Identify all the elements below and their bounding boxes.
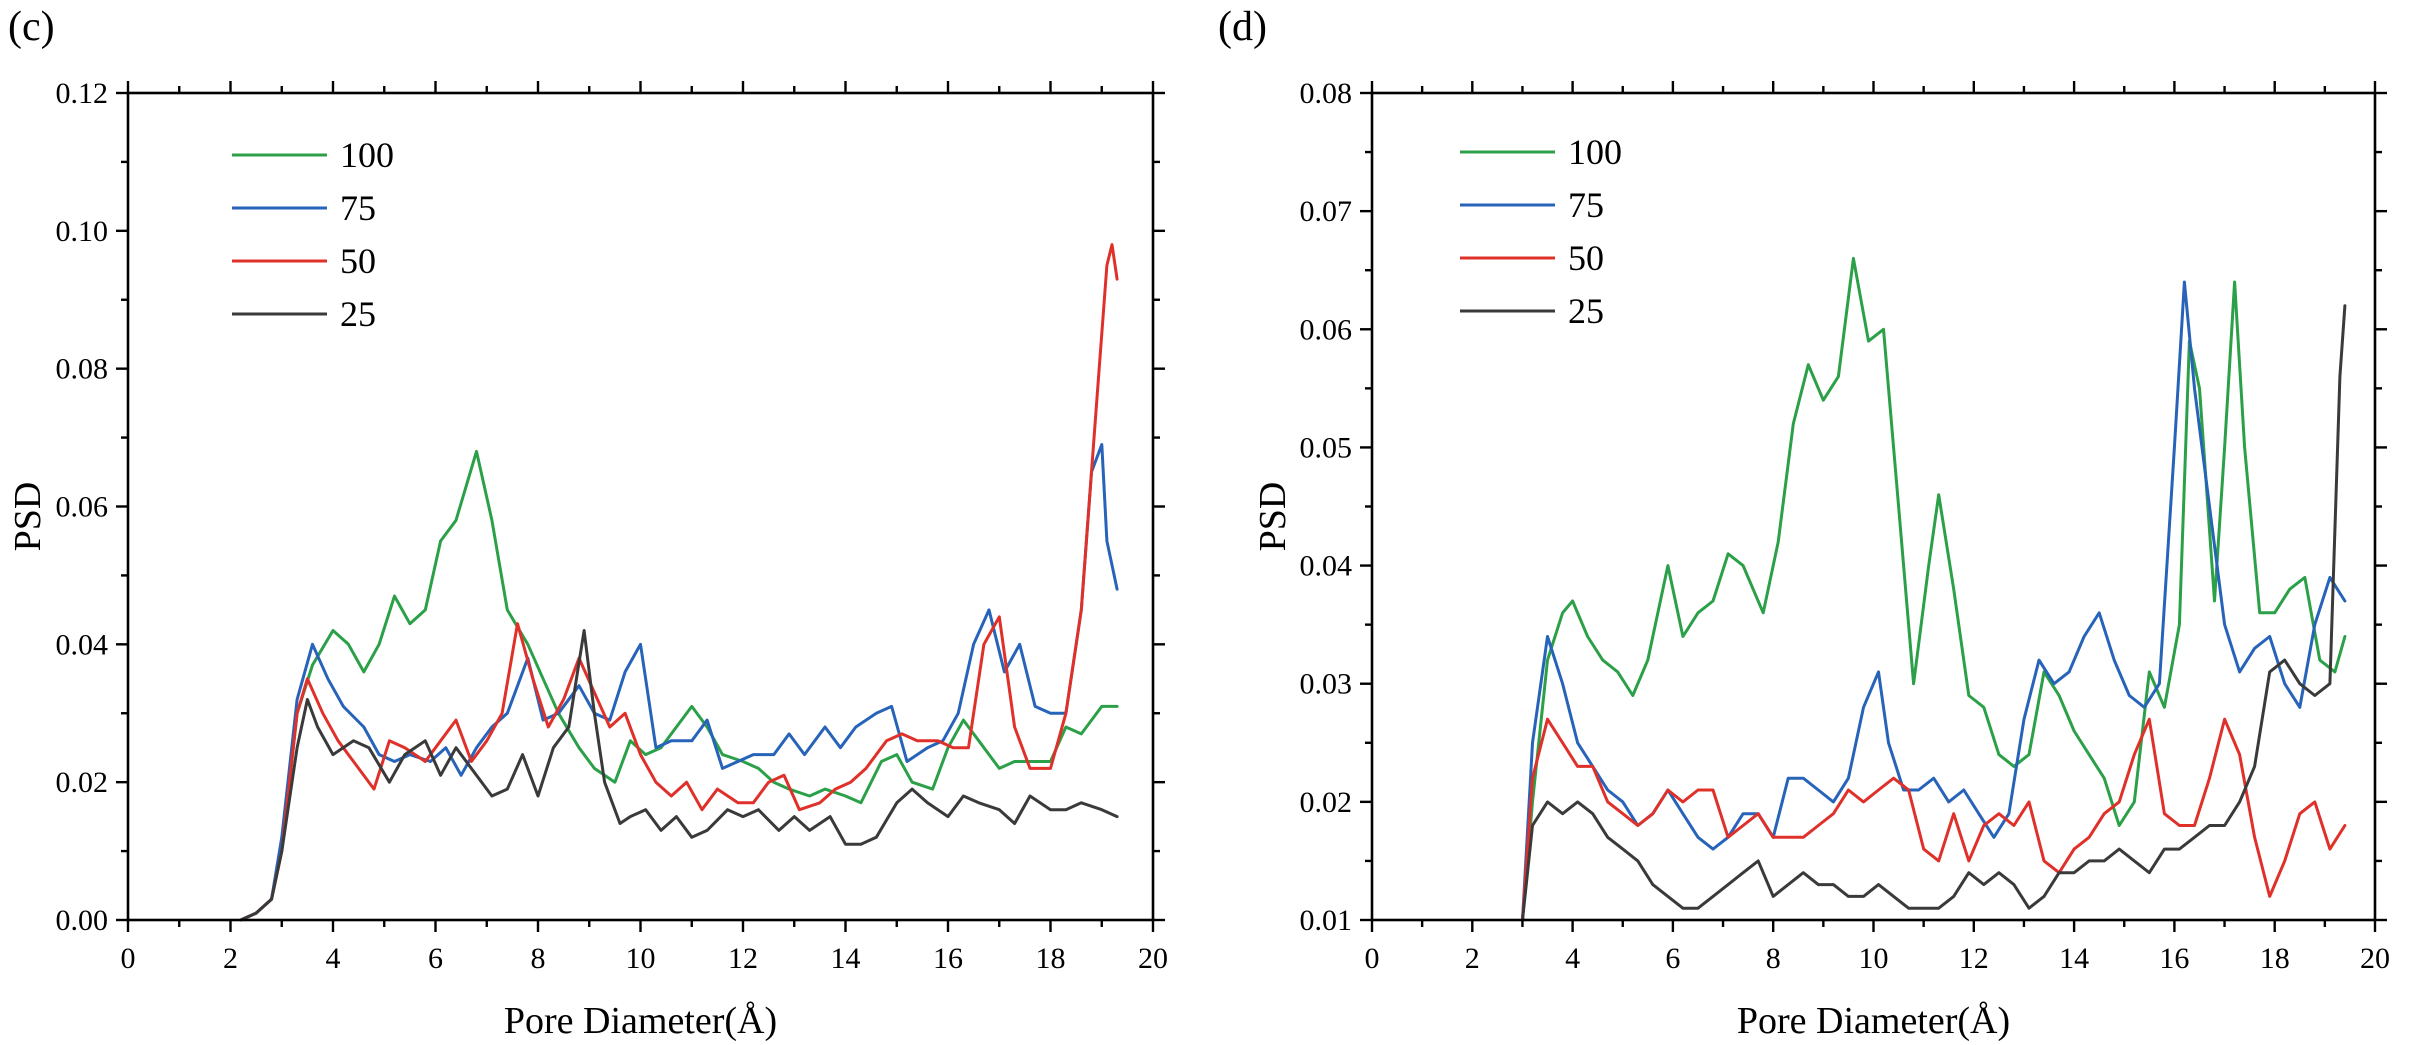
y-tick-label: 0.05 (1300, 431, 1353, 464)
x-tick-label: 14 (2059, 942, 2089, 975)
x-tick-label: 4 (1565, 942, 1580, 975)
x-tick-label: 18 (1036, 942, 1066, 975)
x-tick-label: 0 (121, 942, 136, 975)
y-tick-label: 0.01 (1300, 904, 1353, 937)
x-tick-label: 14 (831, 942, 861, 975)
legend-label-100: 100 (1568, 132, 1622, 172)
chart-panel-1: (d) 0 2 4 6 8 10 12 14 16 18 20 0.01 0.02 0.03 0.04 0.05… (1218, 4, 2390, 1042)
x-tick-label: 20 (1138, 942, 1168, 975)
x-tick-label: 12 (1959, 942, 1989, 975)
series-line-100 (239, 449, 1119, 922)
y-tick-label: 0.06 (1300, 313, 1353, 346)
series-line-50 (239, 243, 1119, 922)
legend-label-50: 50 (1568, 238, 1604, 278)
x-tick-label: 10 (626, 942, 656, 975)
x-tick-label: 2 (1465, 942, 1480, 975)
y-tick-label: 0.00 (56, 904, 109, 937)
y-tick-label: 0.08 (56, 353, 109, 386)
x-tick-label: 2 (223, 942, 238, 975)
x-tick-label: 8 (531, 942, 546, 975)
legend-label-75: 75 (340, 188, 376, 228)
y-tick-label: 0.04 (56, 628, 109, 661)
y-axis-label: PSD (7, 482, 49, 552)
series-line-75 (239, 443, 1119, 922)
legend: 100 75 50 25 (232, 135, 394, 334)
x-tick-label: 6 (428, 942, 443, 975)
legend-label-25: 25 (340, 294, 376, 334)
x-tick-label: 0 (1365, 942, 1380, 975)
x-axis-label: Pore Diameter(Å) (504, 1000, 777, 1042)
series-line-100 (1521, 256, 2347, 922)
y-tick-label: 0.08 (1300, 77, 1353, 110)
series-line-50 (1521, 717, 2347, 922)
x-tick-label: 16 (2159, 942, 2189, 975)
x-tick-label: 4 (326, 942, 341, 975)
x-tick-label: 6 (1665, 942, 1680, 975)
x-tick-label: 20 (2360, 942, 2390, 975)
y-tick-label: 0.02 (1300, 786, 1353, 819)
x-axis-label: Pore Diameter(Å) (1737, 1000, 2010, 1042)
y-tick-label: 0.03 (1300, 668, 1353, 701)
x-tick-label: 16 (933, 942, 963, 975)
legend-label-100: 100 (340, 135, 394, 175)
y-tick-label: 0.02 (56, 766, 109, 799)
panel-label: (d) (1218, 4, 1267, 50)
legend-label-25: 25 (1568, 291, 1604, 331)
x-tick-label: 18 (2260, 942, 2290, 975)
y-tick-label: 0.12 (56, 77, 109, 110)
y-tick-label: 0.10 (56, 215, 109, 248)
panel-label: (c) (8, 4, 55, 50)
y-tick-label: 0.06 (56, 491, 109, 524)
y-tick-label: 0.07 (1300, 195, 1353, 228)
x-tick-label: 12 (728, 942, 758, 975)
series-line-25 (1521, 304, 2347, 922)
legend-label-75: 75 (1568, 185, 1604, 225)
x-tick-label: 8 (1766, 942, 1781, 975)
chart-panel-0: (c) 0 2 4 6 8 10 12 14 16 18 20 0.00 0.02 0.04 0.06 0.08… (7, 4, 1168, 1042)
plot-frame (126, 91, 1155, 922)
series-line-25 (239, 629, 1119, 922)
legend: 100 75 50 25 (1460, 132, 1622, 331)
y-axis-label: PSD (1252, 482, 1294, 552)
plot-frame (1370, 91, 2377, 922)
x-tick-label: 10 (1859, 942, 1889, 975)
legend-label-50: 50 (340, 241, 376, 281)
y-tick-label: 0.04 (1300, 550, 1353, 583)
